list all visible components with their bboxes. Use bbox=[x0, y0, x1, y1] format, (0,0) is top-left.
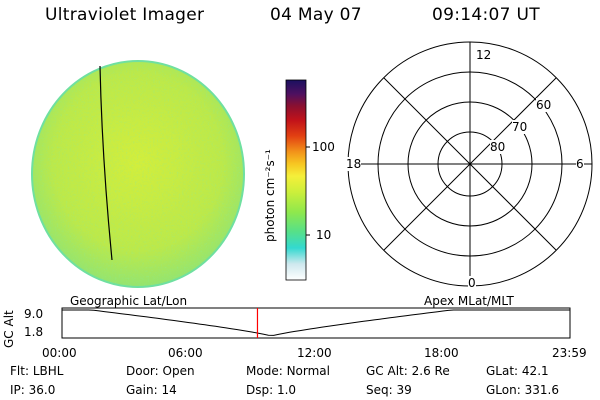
timeline-ytick-1-8: 1.8 bbox=[24, 325, 44, 339]
meta-glon: GLon: 331.6 bbox=[486, 383, 559, 397]
colorbar bbox=[285, 79, 310, 281]
timeline-axis-label: GC Alt bbox=[2, 310, 16, 348]
mlt-label-6: 6 bbox=[576, 157, 584, 171]
meta-gc-alt: GC Alt: 2.6 Re bbox=[366, 364, 450, 378]
colorbar-tick-100: 100 bbox=[312, 140, 335, 154]
meta-door: Door: Open bbox=[126, 364, 195, 378]
mlat-label-70: 70 bbox=[512, 120, 528, 134]
meta-ip: IP: 36.0 bbox=[10, 383, 56, 397]
meta-filter: Flt: LBHL bbox=[10, 364, 64, 378]
meta-glat: GLat: 42.1 bbox=[486, 364, 549, 378]
mlt-label-18: 18 bbox=[346, 157, 362, 171]
timeline-xtick-1200: 12:00 bbox=[297, 346, 332, 360]
timeline-ytick-9: 9.0 bbox=[24, 307, 44, 321]
timeline-xtick-0000: 00:00 bbox=[42, 346, 77, 360]
colorbar-unit-label: photon cm⁻²s⁻¹ bbox=[263, 149, 277, 242]
mlt-label-0: 0 bbox=[468, 276, 476, 290]
mlat-label-80: 80 bbox=[490, 140, 506, 154]
meta-dsp: Dsp: 1.0 bbox=[246, 383, 297, 397]
mlt-label-12: 12 bbox=[476, 48, 492, 62]
orbit-altitude-curve bbox=[62, 309, 570, 336]
meta-mode: Mode: Normal bbox=[246, 364, 330, 378]
timeline-left-label: Geographic Lat/Lon bbox=[70, 294, 188, 308]
polar-grid bbox=[347, 41, 593, 287]
orbit-timeline bbox=[61, 307, 571, 339]
uv-earth-image bbox=[31, 60, 245, 288]
timeline-xtick-0600: 06:00 bbox=[168, 346, 203, 360]
timeline-xtick-1800: 18:00 bbox=[424, 346, 459, 360]
meta-gain: Gain: 14 bbox=[126, 383, 177, 397]
timeline-frame bbox=[61, 307, 571, 339]
mlat-label-60: 60 bbox=[536, 98, 552, 112]
time-label: 09:14:07 UT bbox=[432, 5, 540, 25]
timeline-right-label: Apex MLat/MLT bbox=[424, 294, 514, 308]
colorbar-tick-10: 10 bbox=[316, 228, 332, 242]
instrument-title: Ultraviolet Imager bbox=[45, 5, 205, 25]
meta-seq: Seq: 39 bbox=[366, 383, 412, 397]
date-label: 04 May 07 bbox=[270, 5, 362, 25]
timeline-xtick-2359: 23:59 bbox=[552, 346, 587, 360]
terminator-line bbox=[99, 65, 113, 261]
